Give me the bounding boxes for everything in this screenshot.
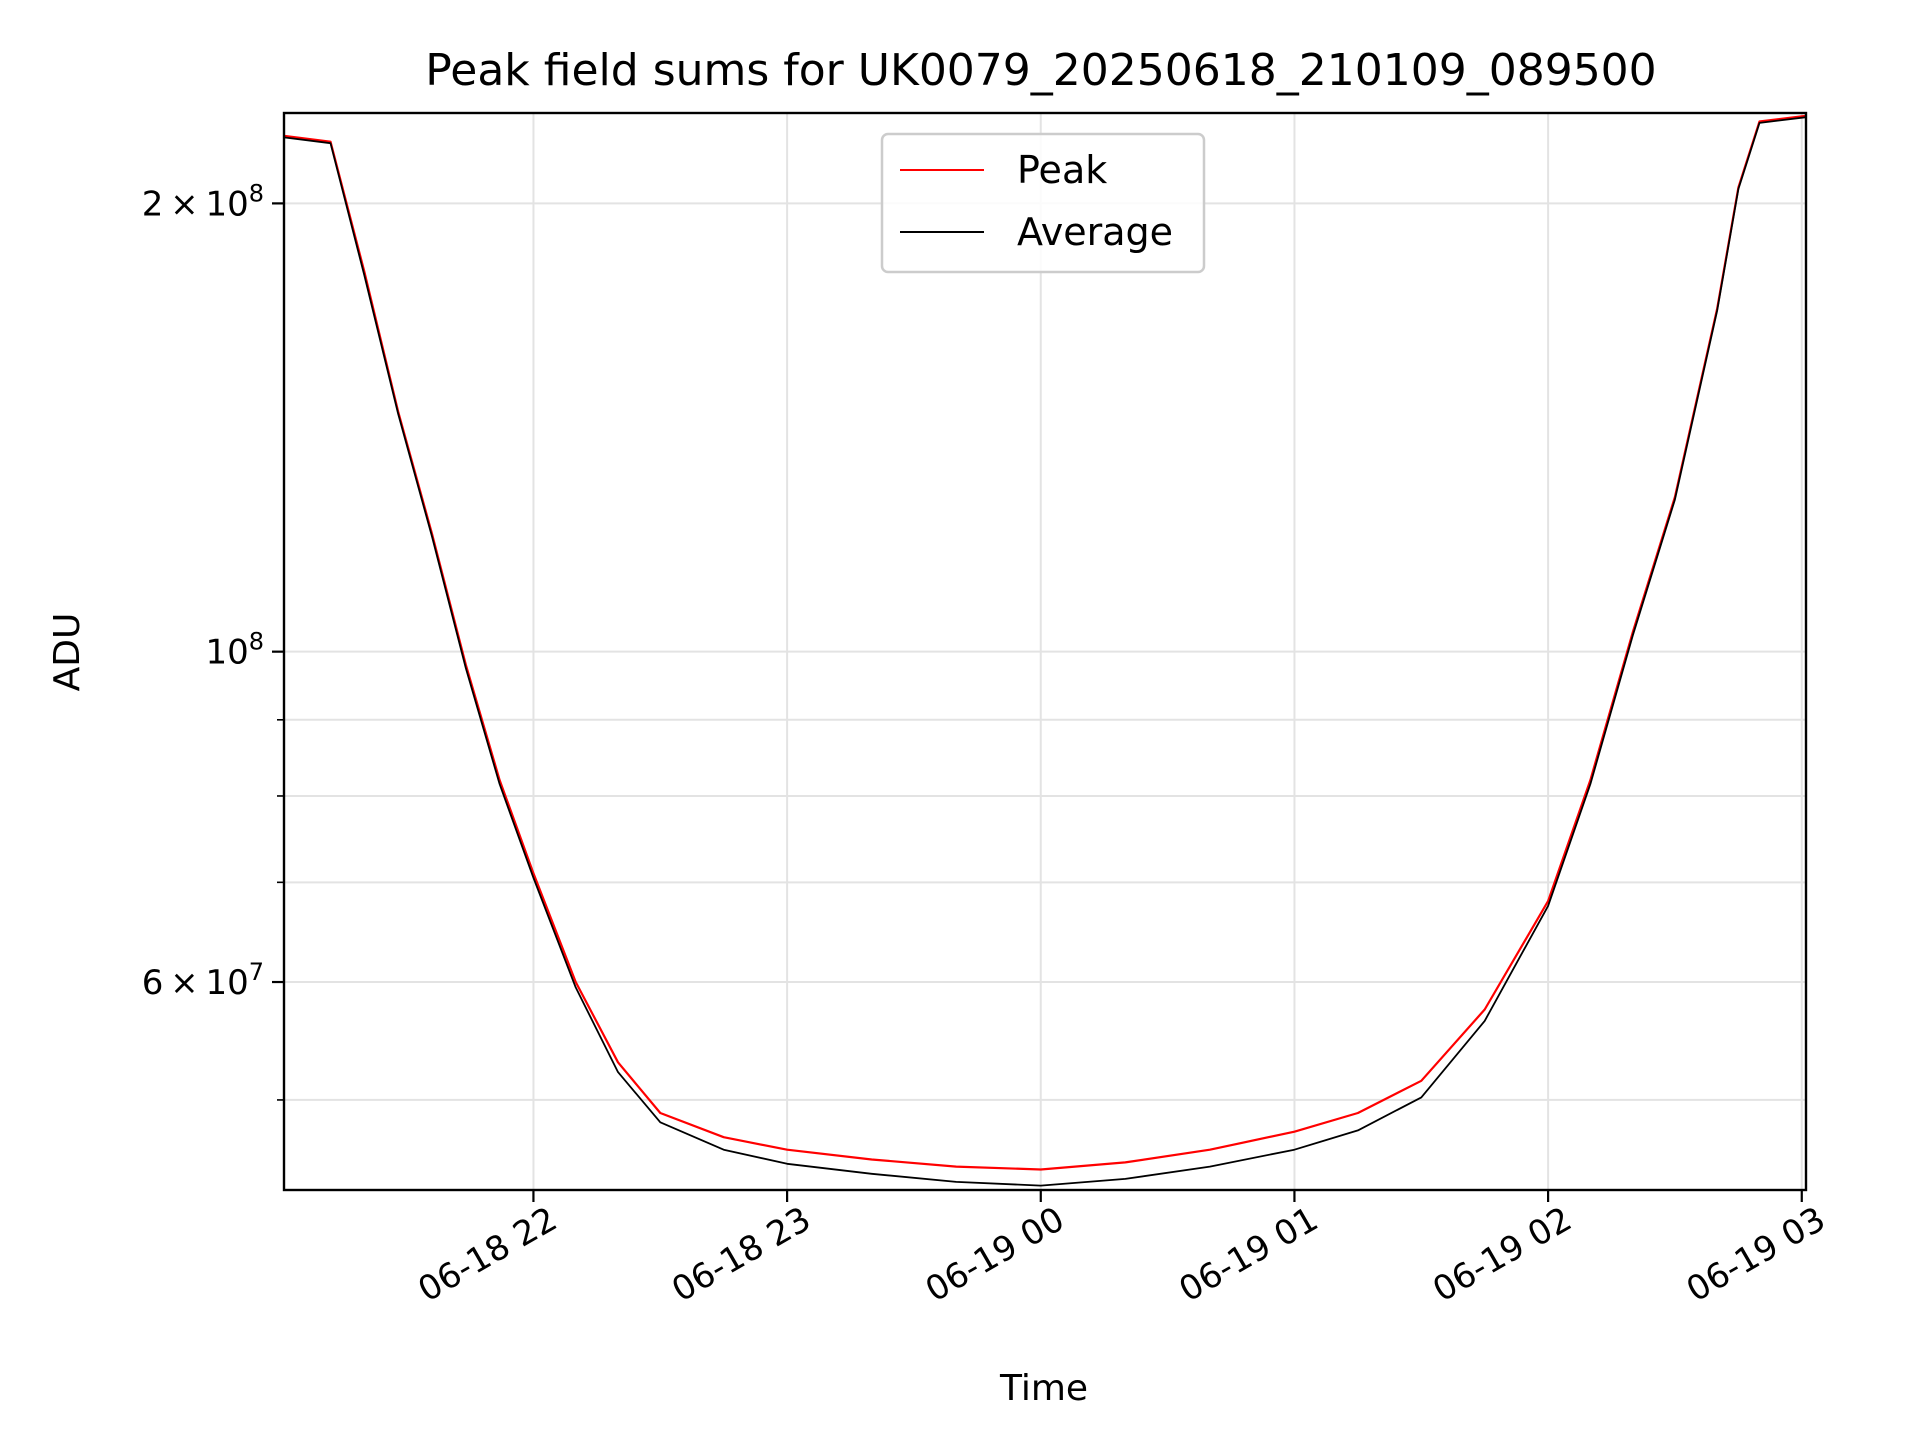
y-tick-label: 6 × 107 — [142, 958, 264, 1003]
legend: Peak Average — [880, 132, 1206, 274]
legend-label-average: Average — [1017, 210, 1173, 254]
y-axis-label: ADU — [47, 613, 88, 692]
series-line-average — [283, 116, 1807, 1187]
chart-title: Peak field sums for UK0079_20250618_2101… — [425, 45, 1656, 96]
legend-label-peak: Peak — [1017, 148, 1107, 192]
plot-series — [283, 114, 1807, 1187]
legend-box — [880, 132, 1206, 274]
grid — [284, 113, 1806, 1190]
y-tick-label: 2 × 108 — [142, 179, 264, 224]
x-axis-label: Time — [999, 1368, 1088, 1409]
